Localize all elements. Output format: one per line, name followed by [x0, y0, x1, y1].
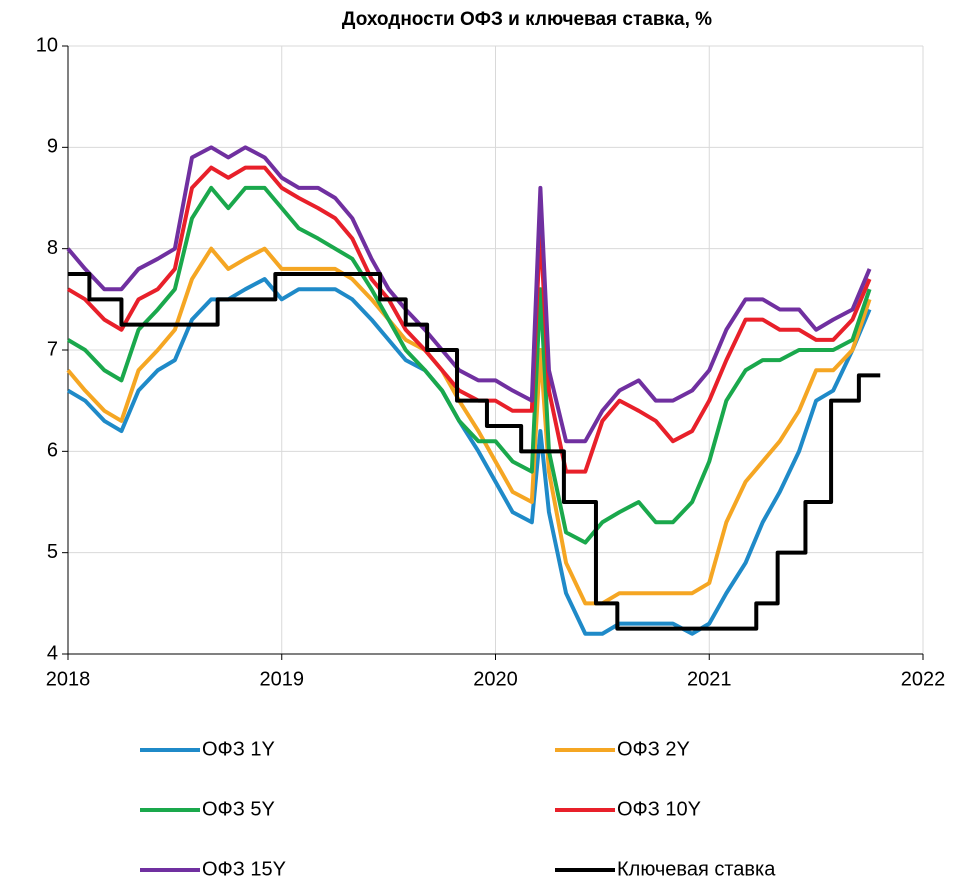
x-tick-label: 2020 [473, 668, 518, 690]
series-line [66, 145, 872, 444]
y-tick-label: 9 [47, 136, 58, 158]
chart-title: Доходности ОФЗ и ключевая ставка, % [342, 9, 712, 30]
y-tick-label: 10 [36, 34, 58, 56]
y-tick-label: 4 [47, 642, 58, 664]
legend-label: Ключевая ставка [617, 858, 776, 880]
x-tick-label: 2021 [687, 668, 732, 690]
y-tick-label: 5 [47, 541, 58, 563]
legend-label: ОФЗ 5Y [202, 798, 275, 820]
x-tick-label: 2019 [260, 668, 305, 690]
y-tick-label: 7 [47, 338, 58, 360]
legend-label: ОФЗ 1Y [202, 738, 275, 760]
series-line [66, 165, 872, 474]
x-tick-label: 2022 [901, 668, 946, 690]
series-line [66, 185, 872, 545]
series-line [66, 246, 872, 606]
series-line [66, 277, 872, 636]
series-line [68, 272, 881, 631]
y-tick-label: 6 [47, 440, 58, 462]
x-tick-label: 2018 [46, 668, 91, 690]
legend-label: ОФЗ 10Y [617, 798, 701, 820]
legend-label: ОФЗ 15Y [202, 858, 286, 880]
y-tick-label: 8 [47, 237, 58, 259]
legend-label: ОФЗ 2Y [617, 738, 690, 760]
